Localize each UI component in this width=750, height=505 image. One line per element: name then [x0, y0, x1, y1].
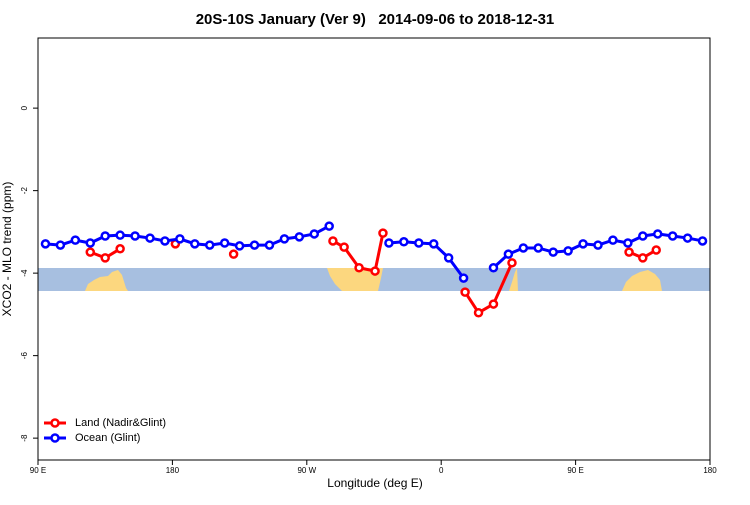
data-point	[160, 236, 170, 246]
data-point	[354, 263, 364, 273]
y-tick-label: -6	[20, 352, 29, 360]
land-mass	[509, 268, 518, 291]
legend-label: Land (Nadir&Glint)	[75, 417, 166, 429]
data-point	[473, 307, 484, 318]
data-point	[460, 287, 470, 297]
land-mass	[327, 268, 383, 291]
data-point	[85, 238, 96, 248]
x-axis-label: Longitude (deg E)	[327, 476, 422, 490]
data-point	[55, 240, 66, 250]
data-point	[378, 228, 388, 238]
data-point	[145, 233, 155, 243]
data-point	[443, 253, 454, 263]
data-point	[697, 236, 708, 246]
data-point	[264, 240, 275, 250]
y-tick-label: -4	[20, 269, 29, 277]
series-line	[463, 262, 514, 315]
data-point	[518, 243, 529, 253]
y-tick-label: 0	[20, 105, 29, 110]
data-point	[384, 238, 394, 248]
data-point	[578, 239, 588, 249]
y-axis-label: XCO2 - MLO trend (ppm)	[0, 182, 14, 317]
x-tick-label: 0	[439, 466, 444, 475]
data-point	[651, 245, 661, 255]
data-point	[234, 241, 245, 251]
legend-label: Ocean (Glint)	[75, 432, 140, 444]
data-point	[370, 266, 380, 276]
data-point	[85, 247, 96, 257]
data-point	[638, 231, 648, 241]
data-point	[652, 229, 663, 239]
data-point	[249, 240, 260, 250]
data-point	[100, 231, 110, 241]
data-point	[100, 253, 110, 263]
data-point	[115, 230, 125, 240]
data-point	[533, 243, 544, 253]
data-point	[667, 231, 678, 241]
y-tick-label: -2	[20, 187, 29, 195]
data-point	[563, 246, 573, 256]
data-point	[624, 247, 634, 257]
data-point	[458, 273, 469, 283]
data-point	[488, 263, 499, 273]
data-point	[130, 231, 140, 241]
legend-marker	[50, 418, 60, 428]
land-mass	[85, 270, 128, 291]
data-point	[548, 247, 558, 257]
data-point	[190, 239, 200, 249]
data-point	[115, 244, 125, 254]
data-point	[294, 232, 305, 242]
data-point	[279, 234, 290, 244]
data-point	[399, 237, 409, 247]
x-tick-label: 90 W	[297, 466, 316, 475]
data-point	[682, 233, 693, 243]
legend-marker	[50, 433, 60, 443]
chart-title: 20S-10S January (Ver 9) 2014-09-06 to 20…	[196, 11, 555, 28]
data-point	[204, 240, 215, 250]
data-point	[414, 238, 424, 248]
plot-frame	[37, 37, 711, 461]
x-tick-label: 90 E	[30, 466, 46, 475]
data-point	[623, 238, 633, 248]
data-point	[339, 242, 349, 252]
data-point	[488, 299, 499, 309]
data-point	[593, 240, 603, 250]
data-point	[70, 235, 81, 245]
land-ocean-band	[38, 268, 710, 291]
data-point	[40, 239, 51, 249]
x-tick-label: 90 E	[567, 466, 583, 475]
x-tick-label: 180	[166, 466, 180, 475]
data-point	[324, 221, 334, 231]
x-tick-label: 180	[703, 466, 717, 475]
land-mass	[622, 270, 662, 291]
data-point	[428, 239, 439, 249]
data-point	[219, 238, 230, 248]
data-point	[507, 258, 517, 268]
data-point	[638, 253, 648, 263]
data-point	[175, 234, 185, 244]
y-tick-label: -8	[20, 434, 29, 442]
data-point	[608, 235, 618, 245]
data-point	[503, 249, 514, 259]
data-point	[328, 236, 338, 246]
data-point	[228, 249, 239, 259]
data-point	[309, 229, 320, 239]
